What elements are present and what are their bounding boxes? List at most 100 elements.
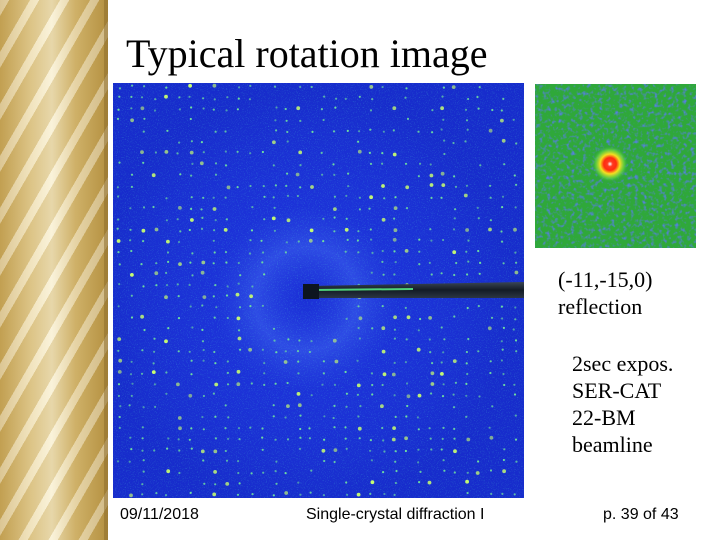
- diffraction-spot: [406, 404, 409, 408]
- diffraction-spot: [143, 328, 146, 332]
- diffraction-spot: [440, 361, 443, 364]
- diffraction-spot: [262, 471, 265, 474]
- diffraction-spot: [463, 193, 468, 198]
- diffraction-spot: [178, 206, 182, 210]
- diffraction-spot: [129, 228, 132, 231]
- diffraction-spot: [333, 195, 336, 198]
- diffraction-spot: [333, 216, 336, 219]
- diffraction-spot: [394, 415, 397, 418]
- diffraction-spot: [452, 359, 457, 363]
- diffraction-spot: [178, 262, 182, 266]
- diffraction-spot: [321, 448, 326, 453]
- diffraction-spot: [284, 491, 289, 495]
- diffraction-spot: [200, 449, 205, 454]
- diffraction-spot: [515, 142, 518, 145]
- diffraction-spot: [190, 106, 193, 109]
- diffraction-spot: [369, 195, 373, 200]
- diffraction-spot: [465, 415, 468, 418]
- diffraction-spot: [284, 251, 287, 254]
- diffraction-spot: [261, 427, 264, 430]
- diffraction-spot: [322, 217, 325, 220]
- diffraction-spot: [118, 161, 121, 164]
- diffraction-spot: [165, 86, 168, 89]
- diffraction-spot: [359, 405, 362, 408]
- diffraction-spot: [417, 329, 420, 332]
- diffraction-spot: [381, 426, 384, 430]
- diffraction-spot: [298, 447, 302, 450]
- diffraction-spot: [404, 96, 407, 99]
- diffraction-spot: [249, 84, 252, 87]
- diffraction-spot: [260, 239, 263, 242]
- diffraction-spot: [346, 238, 349, 241]
- diffraction-spot: [431, 362, 434, 365]
- diffraction-spot: [382, 273, 385, 276]
- diffraction-spot: [357, 140, 360, 143]
- diffraction-spot: [166, 239, 170, 244]
- diffraction-spot: [188, 95, 191, 98]
- diffraction-spot: [178, 426, 182, 431]
- diffraction-spot: [381, 349, 386, 354]
- diffraction-spot: [467, 97, 470, 101]
- diffraction-spot: [116, 227, 119, 230]
- diffraction-spot: [427, 480, 432, 485]
- diffraction-spot: [311, 130, 314, 133]
- diffraction-spot: [344, 97, 347, 100]
- diffraction-spot: [131, 84, 134, 87]
- diffraction-spot: [272, 196, 275, 199]
- diffraction-spot: [514, 318, 517, 321]
- diffraction-spot: [263, 372, 266, 375]
- diffraction-spot: [261, 304, 264, 307]
- diffraction-spot: [116, 460, 120, 463]
- diffraction-spot: [176, 283, 179, 286]
- diffraction-spot: [299, 164, 302, 167]
- diffraction-spot: [236, 493, 240, 496]
- diffraction-spot: [296, 106, 301, 111]
- diffraction-spot: [392, 152, 397, 157]
- diffraction-spot: [190, 196, 193, 199]
- diffraction-spot: [452, 406, 456, 409]
- diffraction-spot: [272, 327, 276, 330]
- diffraction-spot: [371, 393, 374, 396]
- diffraction-spot: [416, 416, 419, 419]
- diffraction-spot: [476, 206, 479, 209]
- diffraction-spot: [418, 263, 421, 266]
- diffraction-spot: [453, 315, 456, 318]
- diffraction-spot: [418, 481, 421, 484]
- diffraction-spot: [299, 493, 302, 496]
- diffraction-spot: [287, 338, 290, 341]
- diffraction-spot: [382, 471, 385, 474]
- diffraction-spot: [189, 117, 192, 121]
- diffraction-spot: [248, 252, 252, 255]
- diffraction-spot: [143, 85, 146, 88]
- diffraction-spot: [321, 383, 324, 386]
- diffraction-spot: [515, 261, 518, 264]
- diffraction-spot: [274, 119, 277, 122]
- diffraction-spot: [284, 107, 287, 111]
- diffraction-spot: [455, 261, 458, 265]
- diffraction-spot: [416, 347, 421, 352]
- diffraction-spot: [237, 97, 240, 100]
- diffraction-spot: [190, 447, 193, 450]
- diffraction-spot: [202, 459, 205, 462]
- diffraction-spot: [466, 273, 469, 276]
- diffraction-spot: [369, 492, 372, 495]
- diffraction-spot: [502, 372, 505, 376]
- diffraction-spot: [140, 314, 144, 319]
- diffraction-spot: [322, 494, 325, 497]
- diffraction-spot: [164, 150, 169, 154]
- diffraction-spot: [453, 471, 456, 474]
- diffraction-spot: [322, 372, 325, 375]
- diffraction-spot: [274, 184, 277, 187]
- diffraction-spot: [116, 186, 119, 189]
- diffraction-spot: [479, 164, 482, 167]
- diffraction-spot: [491, 405, 494, 408]
- diffraction-spot: [261, 348, 264, 351]
- diffraction-spot: [202, 428, 205, 431]
- diffraction-spot: [129, 239, 132, 242]
- diffraction-spot: [333, 426, 336, 429]
- diffraction-spot: [154, 405, 157, 408]
- diffraction-spot: [417, 448, 420, 451]
- diffraction-spot: [393, 206, 398, 210]
- diffraction-spot: [297, 360, 300, 363]
- diffraction-spot: [274, 438, 277, 441]
